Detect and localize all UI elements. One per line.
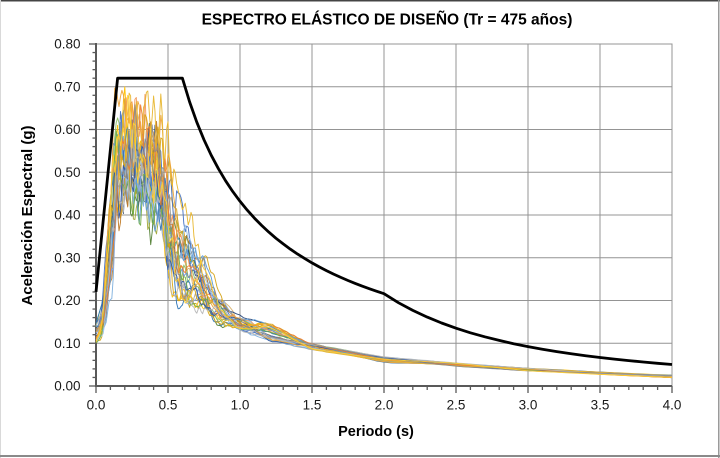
svg-text:0.40: 0.40 [54,208,80,223]
svg-text:0.00: 0.00 [54,379,80,394]
svg-text:4.0: 4.0 [663,398,682,413]
svg-text:0.5: 0.5 [159,398,178,413]
svg-text:Periodo (s): Periodo (s) [338,424,414,440]
svg-text:3.0: 3.0 [519,398,538,413]
svg-text:0.0: 0.0 [87,398,106,413]
svg-text:ESPECTRO ELÁSTICO DE DISEÑO (T: ESPECTRO ELÁSTICO DE DISEÑO (Tr = 475 añ… [202,11,573,29]
svg-text:0.20: 0.20 [54,293,80,308]
svg-text:0.80: 0.80 [54,37,80,52]
svg-text:0.30: 0.30 [54,250,80,265]
svg-text:0.70: 0.70 [54,79,80,94]
svg-text:1.0: 1.0 [231,398,250,413]
svg-text:0.60: 0.60 [54,122,80,137]
svg-text:2.0: 2.0 [375,398,394,413]
svg-text:0.50: 0.50 [54,165,80,180]
svg-text:1.5: 1.5 [303,398,322,413]
svg-text:2.5: 2.5 [447,398,466,413]
svg-text:0.10: 0.10 [54,336,80,351]
svg-text:Aceleración Espectral (g): Aceleración Espectral (g) [19,125,36,305]
svg-text:3.5: 3.5 [591,398,610,413]
